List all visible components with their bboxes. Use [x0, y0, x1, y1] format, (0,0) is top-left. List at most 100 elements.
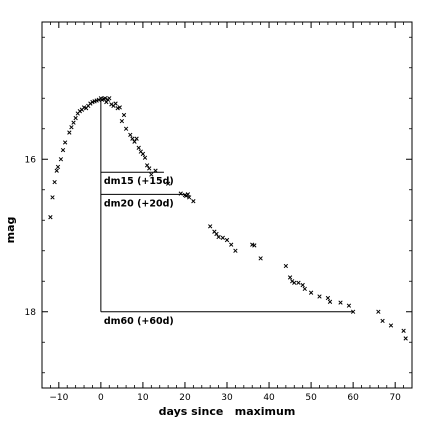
data-point [73, 115, 78, 121]
data-point-stroke [132, 139, 137, 144]
data-point-stroke [113, 101, 118, 106]
data-point [178, 191, 183, 196]
data-point [302, 286, 307, 292]
data-point-stroke [73, 115, 78, 121]
data-point [69, 125, 74, 130]
data-point-stroke [55, 164, 61, 170]
data-point-stroke [102, 96, 108, 101]
data-point-stroke [128, 132, 133, 138]
data-point [50, 195, 55, 200]
data-point [380, 318, 385, 324]
data-point [325, 295, 331, 301]
annotation-lines: dm15 (+15d) dm20 (+20d) dm60 (+60d) [100, 98, 354, 327]
data-point [214, 231, 219, 237]
data-point-stroke [130, 136, 135, 141]
data-point-stroke [220, 235, 225, 240]
data-point [187, 195, 192, 200]
data-point-stroke [302, 286, 307, 292]
data-point [67, 130, 72, 135]
data-point-stroke [147, 166, 152, 171]
data-point [208, 224, 213, 229]
y-tick-label: 16 [25, 155, 37, 165]
data-point [119, 118, 125, 124]
x-tick-label: 60 [347, 393, 359, 403]
data-point-stroke [216, 234, 221, 240]
data-point-stroke [214, 231, 219, 237]
data-point-stroke [346, 303, 352, 308]
x-tick-label: 0 [98, 393, 104, 403]
data-point-stroke [191, 199, 196, 204]
data-point [185, 192, 191, 197]
data-point-stroke [403, 336, 408, 341]
data-point-stroke [136, 145, 141, 150]
data-point [128, 132, 133, 138]
data-point [229, 242, 234, 247]
data-point [147, 166, 152, 171]
data-point-stroke [233, 248, 238, 253]
data-point [107, 96, 112, 101]
data-point-stroke [185, 192, 191, 197]
data-point [113, 101, 118, 106]
data-point [130, 136, 135, 141]
data-point [153, 168, 158, 173]
data-point [376, 309, 381, 314]
data-point-stroke [138, 149, 143, 154]
data-point [252, 243, 257, 248]
data-point [55, 164, 61, 170]
data-point [117, 105, 122, 110]
data-point [296, 280, 301, 285]
data-point [317, 294, 322, 299]
data-point-stroke [140, 151, 146, 157]
x-tick-label: 50 [305, 393, 317, 403]
data-point [403, 336, 408, 341]
data-point-stroke [325, 295, 331, 301]
data-point-stroke [317, 294, 322, 299]
data-point-stroke [52, 179, 57, 185]
x-tick-label: 70 [389, 393, 401, 403]
annotation-label: dm60 (+60d) [104, 316, 174, 327]
data-point-stroke [107, 96, 112, 101]
data-point-stroke [388, 323, 394, 328]
data-point [346, 303, 352, 308]
data-point-stroke [308, 290, 314, 295]
data-point-stroke [287, 275, 293, 280]
data-point-stroke [109, 102, 114, 107]
data-point [149, 172, 154, 177]
data-point-stroke [401, 328, 406, 333]
data-point [123, 126, 129, 131]
data-point-stroke [142, 155, 148, 160]
data-point [121, 112, 127, 118]
data-point-stroke [117, 105, 122, 110]
data-point-stroke [212, 229, 217, 234]
data-point-stroke [58, 157, 64, 162]
data-point [350, 309, 356, 314]
data-point [60, 147, 66, 153]
data-point [287, 275, 293, 280]
data-point-stroke [296, 280, 301, 285]
data-point-stroke [290, 279, 295, 284]
data-point-stroke [283, 263, 289, 269]
data-point-stroke [250, 242, 255, 247]
data-point-stroke [350, 309, 356, 314]
data-point [338, 300, 343, 305]
data-point-stroke [50, 195, 55, 200]
data-point [54, 168, 59, 173]
x-tick-label: 40 [263, 393, 275, 403]
x-axis-ticks: −10 0 10 20 30 40 50 60 70 [41, 22, 413, 403]
data-point [142, 155, 148, 160]
data-point [136, 145, 141, 150]
data-point [132, 139, 137, 144]
annotation-label: dm15 (+15d) [104, 176, 174, 187]
data-point-stroke [165, 181, 171, 186]
data-point [224, 237, 230, 243]
data-point-stroke [224, 237, 230, 243]
plot-frame [41, 21, 413, 389]
data-point [48, 215, 53, 220]
data-point [216, 234, 221, 240]
data-point [220, 235, 225, 240]
data-point [144, 163, 150, 168]
data-point [140, 151, 146, 157]
data-point-stroke [81, 105, 87, 110]
data-point-stroke [153, 168, 158, 173]
